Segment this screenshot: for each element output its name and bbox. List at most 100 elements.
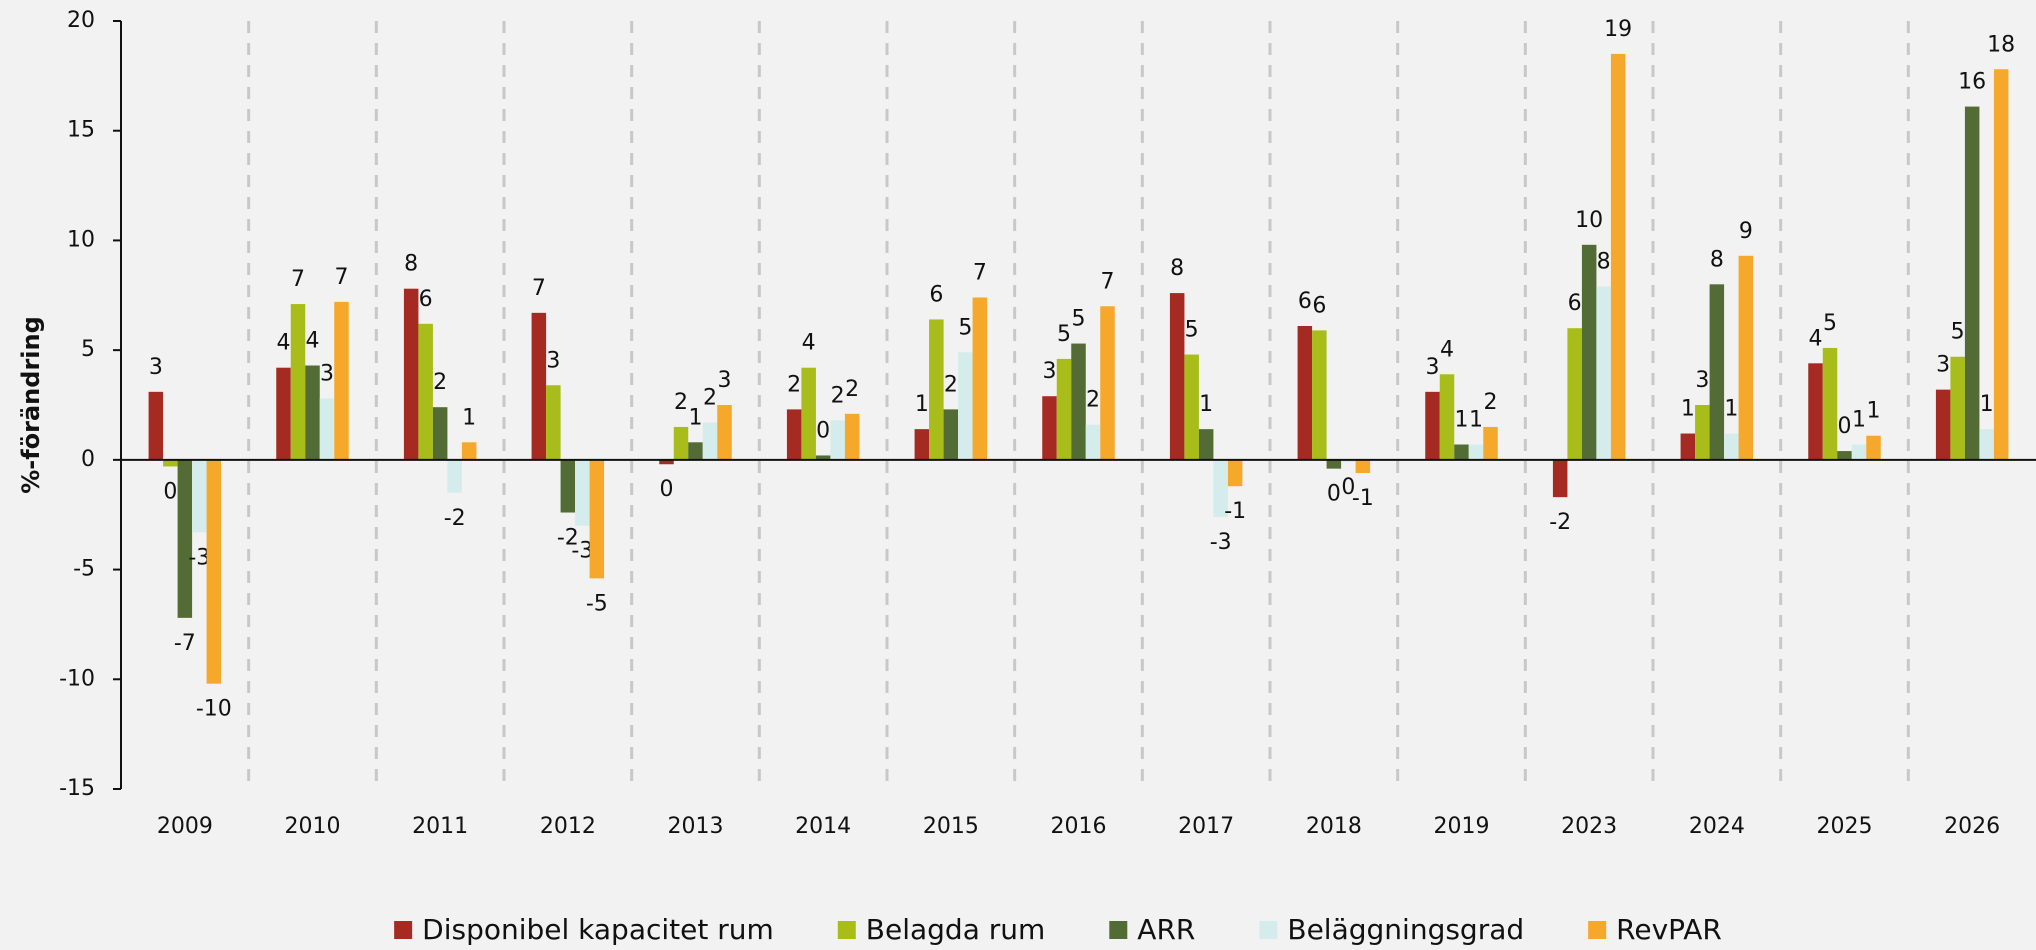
data-label: 16	[1958, 70, 1986, 95]
bar	[1439, 374, 1455, 460]
bar	[432, 407, 448, 460]
bar	[1680, 433, 1696, 460]
bar	[702, 422, 718, 460]
data-label: 4	[1809, 326, 1823, 351]
bar	[1552, 459, 1568, 498]
bar	[1724, 433, 1739, 460]
legend-text: Beläggningsgrad	[1287, 913, 1524, 946]
data-label: -3	[188, 545, 210, 570]
legend-swatch	[1588, 921, 1607, 939]
y-tick-label: 20	[67, 8, 95, 33]
bar	[177, 459, 193, 618]
x-tick-label: 2025	[1817, 814, 1873, 839]
y-axis-label: %-förändring	[17, 316, 45, 494]
legend-text: Disponibel kapacitet rum	[422, 913, 774, 946]
data-label: 18	[1987, 32, 2015, 57]
bar	[403, 288, 419, 460]
x-tick-label: 2014	[795, 814, 851, 839]
bar	[1100, 306, 1115, 460]
data-label: 2	[703, 386, 717, 411]
bar	[1993, 69, 2009, 460]
bar	[1866, 435, 1881, 460]
bar	[1695, 405, 1710, 460]
data-label: 1	[1681, 397, 1695, 422]
data-label: 2	[787, 372, 801, 397]
bar	[1425, 391, 1440, 460]
bar	[914, 429, 930, 460]
bar	[1297, 326, 1313, 460]
bar	[1808, 363, 1823, 460]
data-label: -2	[557, 526, 579, 551]
data-label: 8	[404, 252, 418, 277]
data-label: 5	[1072, 307, 1086, 332]
data-label: 2	[845, 377, 859, 402]
data-label: -1	[1224, 499, 1246, 524]
bar	[1709, 284, 1725, 460]
bar	[1468, 444, 1484, 460]
bar	[1227, 459, 1243, 487]
bar	[334, 301, 349, 460]
bar	[972, 297, 988, 460]
bar	[546, 385, 561, 460]
data-label: 6	[1568, 291, 1582, 316]
bar	[575, 459, 590, 526]
data-label: 6	[1298, 289, 1312, 314]
bar	[319, 398, 335, 460]
bar	[276, 367, 291, 460]
data-label: 1	[1455, 407, 1469, 432]
x-tick-label: 2018	[1306, 814, 1362, 839]
x-tick-label: 2017	[1178, 814, 1234, 839]
data-label: 4	[306, 329, 320, 354]
bar	[461, 442, 477, 460]
data-label: -1	[1352, 486, 1374, 511]
bar	[1596, 286, 1611, 460]
data-label: 6	[1312, 293, 1326, 318]
data-label: 1	[689, 405, 703, 430]
bar	[447, 459, 462, 493]
bar	[1085, 424, 1101, 460]
data-label: 7	[1101, 269, 1115, 294]
bar	[1964, 106, 1980, 460]
x-tick-label: 2013	[668, 814, 724, 839]
data-label: -5	[586, 591, 608, 616]
legend-text: RevPAR	[1616, 913, 1722, 946]
bar	[1837, 451, 1852, 460]
bar	[1610, 53, 1626, 460]
x-tick-label: 2026	[1944, 814, 2000, 839]
data-label: 0	[163, 479, 177, 504]
data-label: 5	[1951, 320, 1965, 345]
bar	[1326, 459, 1342, 469]
data-label: 7	[532, 276, 546, 301]
data-label: 5	[1057, 322, 1071, 347]
bar	[1738, 255, 1754, 460]
bar	[1184, 354, 1199, 460]
x-tick-label: 2023	[1561, 814, 1617, 839]
bar	[659, 459, 674, 465]
data-label: 3	[320, 361, 334, 386]
data-label: 8	[1597, 250, 1611, 275]
data-label: 2	[831, 383, 845, 408]
bar	[1042, 396, 1057, 460]
data-label: 1	[1852, 407, 1866, 432]
data-label: 1	[1469, 407, 1483, 432]
data-label: 1	[1199, 392, 1213, 417]
data-label: 9	[1739, 219, 1753, 244]
y-tick-label: -10	[59, 666, 95, 691]
bar	[958, 352, 973, 460]
bar	[717, 405, 732, 460]
legend-swatch	[1259, 921, 1278, 939]
x-tick-label: 2016	[1051, 814, 1107, 839]
bar	[531, 312, 547, 460]
data-label: 1	[1724, 397, 1738, 422]
bar	[206, 459, 222, 684]
bar	[1312, 330, 1327, 460]
data-label: 0	[1327, 482, 1341, 507]
bar	[1056, 358, 1072, 460]
data-label: 4	[277, 331, 291, 356]
x-tick-label: 2012	[540, 814, 596, 839]
bar	[589, 459, 605, 579]
bar	[786, 409, 802, 460]
bar	[1979, 429, 1994, 460]
